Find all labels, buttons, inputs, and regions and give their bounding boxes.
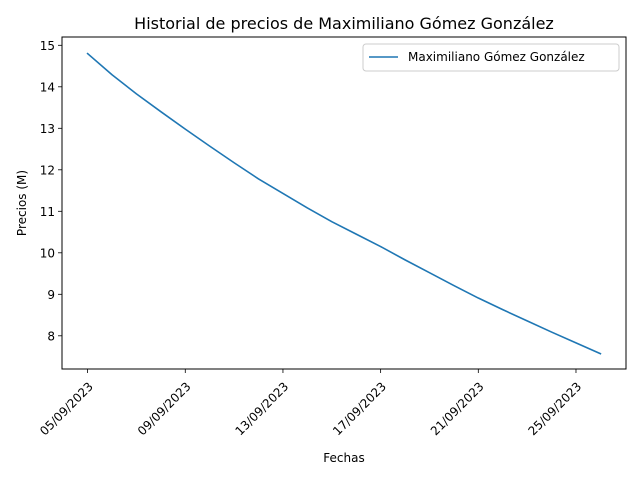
y-axis-label: Precios (M)	[15, 170, 29, 236]
chart-title: Historial de precios de Maximiliano Góme…	[134, 14, 554, 33]
y-tick-label: 14	[40, 80, 55, 94]
y-tick-label: 10	[40, 246, 55, 260]
series-layer	[86, 52, 602, 355]
legend-box	[362, 43, 620, 72]
y-tick-label: 9	[47, 288, 55, 302]
y-tick-label: 13	[40, 122, 55, 136]
plot-frame	[61, 36, 627, 370]
x-axis-label: Fechas	[323, 451, 364, 465]
y-tick-label: 11	[40, 205, 55, 219]
legend-label: Maximiliano Gómez González	[408, 50, 585, 64]
y-tick-label: 8	[47, 329, 55, 343]
y-tick-label: 15	[40, 39, 55, 53]
y-tick-label: 12	[40, 163, 55, 177]
series-line-0	[86, 52, 602, 355]
y-axis: 8 9 10 11 12 13 14 15	[40, 39, 62, 343]
legend: Maximiliano Gómez González	[362, 43, 620, 72]
plot-area	[61, 36, 627, 370]
